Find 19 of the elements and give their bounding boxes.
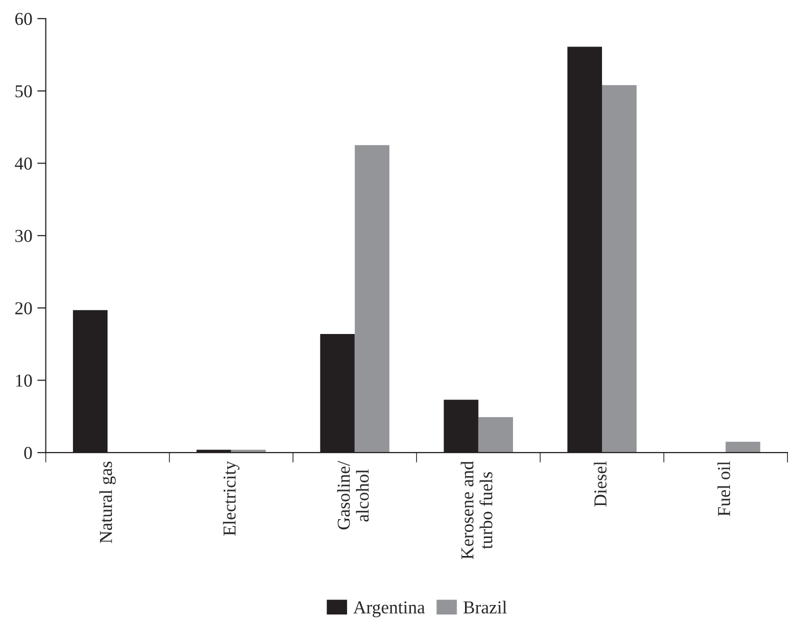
bar xyxy=(478,417,514,453)
y-tick-label: 50 xyxy=(16,85,32,98)
y-tick-label: 30 xyxy=(15,230,32,242)
legend-label: Argentina xyxy=(353,601,425,618)
bar xyxy=(602,85,637,453)
x-tick-label: Natural gas xyxy=(99,462,116,544)
y-tick-label: 60 xyxy=(15,12,32,26)
bar xyxy=(726,442,760,453)
bar xyxy=(354,145,390,453)
y-tick-label: 0 xyxy=(24,446,32,460)
x-tick-label: Kerosene and turbo fuels xyxy=(460,461,492,560)
x-tick-label: Gasoline/ alcohol xyxy=(337,460,369,530)
y-tick-label: 10 xyxy=(16,374,32,387)
x-tick-label: Electricity xyxy=(222,461,240,536)
x-tick-label: Fuel oil xyxy=(717,461,730,516)
y-tick-label: 40 xyxy=(14,158,32,170)
y-tick-label: 20 xyxy=(15,302,32,314)
x-tick-label: Diesel xyxy=(594,461,607,507)
legend-label: Brazil xyxy=(463,600,507,614)
